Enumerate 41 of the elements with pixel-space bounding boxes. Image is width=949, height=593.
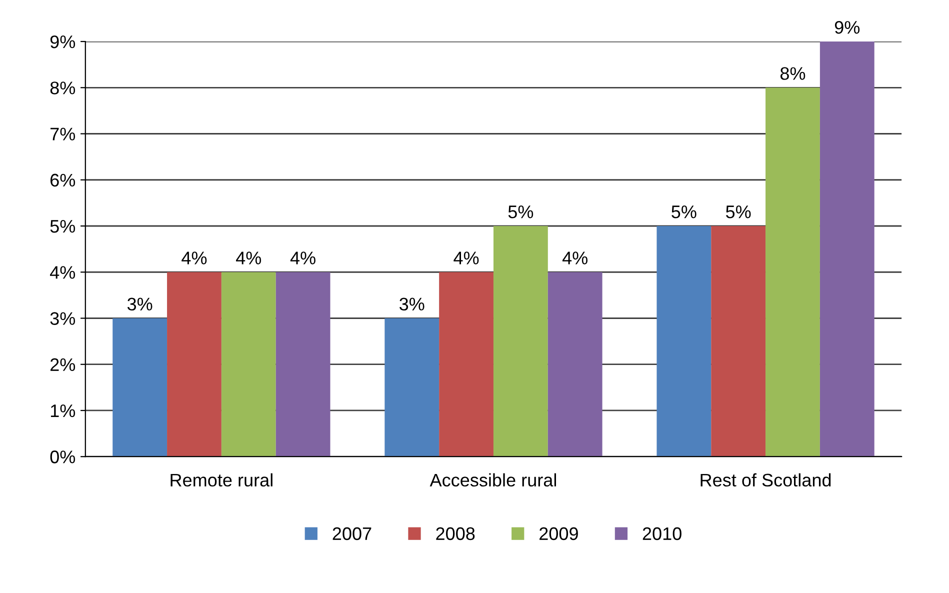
x-tick-label: Accessible rural: [430, 473, 556, 487]
bar: [656, 226, 712, 457]
data-label: 5%: [726, 206, 751, 218]
y-tick-label: 6%: [50, 174, 76, 187]
bar: [766, 88, 820, 457]
x-tick-label: Rest of Scotland: [700, 473, 831, 487]
bar: [384, 318, 440, 457]
legend-label: 2007: [332, 527, 372, 540]
y-tick-label: 0%: [50, 450, 76, 464]
y-tick-label: 5%: [50, 220, 76, 233]
y-tick-label: 3%: [50, 312, 76, 325]
data-label: 9%: [834, 20, 860, 34]
data-label: 8%: [780, 67, 806, 80]
legend-label: 2009: [540, 527, 578, 540]
y-tick-label: 9%: [50, 35, 76, 48]
data-label: 3%: [400, 298, 424, 311]
bar: [167, 272, 222, 457]
data-label: 4%: [562, 252, 588, 264]
legend-label: 2008: [436, 527, 475, 540]
bar: [276, 272, 330, 457]
y-tick-label: 2%: [50, 358, 76, 372]
data-label: 5%: [672, 206, 696, 218]
bar: [493, 226, 548, 457]
data-label: 4%: [454, 252, 479, 264]
bar: [711, 226, 766, 457]
y-tick-label: 4%: [50, 266, 76, 279]
bar: [820, 42, 874, 457]
data-label: 4%: [182, 252, 207, 264]
bar: [221, 272, 276, 457]
data-label: 5%: [508, 206, 534, 218]
bar: [439, 272, 494, 457]
data-label: 4%: [236, 252, 262, 264]
x-tick-label: Remote rural: [170, 473, 272, 487]
data-label: 4%: [290, 252, 316, 264]
bar: [112, 318, 168, 457]
bar: [548, 272, 602, 457]
y-tick-label: 8%: [50, 82, 76, 94]
y-tick-label: 1%: [50, 404, 76, 418]
y-tick-label: 7%: [50, 128, 76, 140]
legend-label: 2010: [642, 527, 682, 540]
data-label: 3%: [127, 298, 152, 311]
